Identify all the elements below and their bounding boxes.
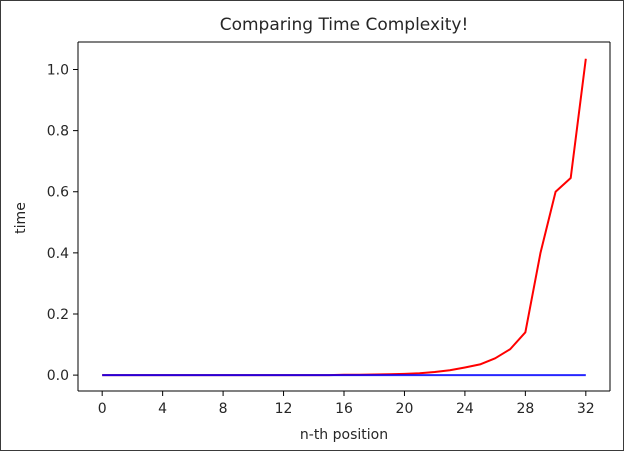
x-tick-label: 12 <box>275 401 293 417</box>
x-tick-label: 32 <box>577 401 595 417</box>
y-tick-label: 0.8 <box>47 124 69 140</box>
plot-background <box>78 42 610 391</box>
x-tick-label: 16 <box>335 401 353 417</box>
y-tick-label: 1.0 <box>47 63 69 79</box>
plot-area <box>78 42 610 391</box>
y-tick-label: 0.0 <box>47 368 69 384</box>
x-tick-label: 24 <box>456 401 474 417</box>
y-tick-label: 0.4 <box>47 246 69 262</box>
x-tick-label: 28 <box>516 401 534 417</box>
x-tick-label: 8 <box>219 401 228 417</box>
x-axis-label: n-th position <box>300 427 388 443</box>
y-tick-label: 0.2 <box>47 307 69 323</box>
x-tick-label: 4 <box>158 401 167 417</box>
x-tick-label: 20 <box>396 401 414 417</box>
series-group <box>102 58 587 377</box>
x-tick-label: 0 <box>98 401 107 417</box>
y-axis-label: time <box>13 202 29 234</box>
y-tick-label: 0.6 <box>47 185 69 201</box>
chart-title: Comparing Time Complexity! <box>220 15 469 35</box>
ticks: 0 4 8 12 16 20 24 28 32 0.0 0.2 0.4 0.6 0.8 1.0 <box>47 63 595 417</box>
